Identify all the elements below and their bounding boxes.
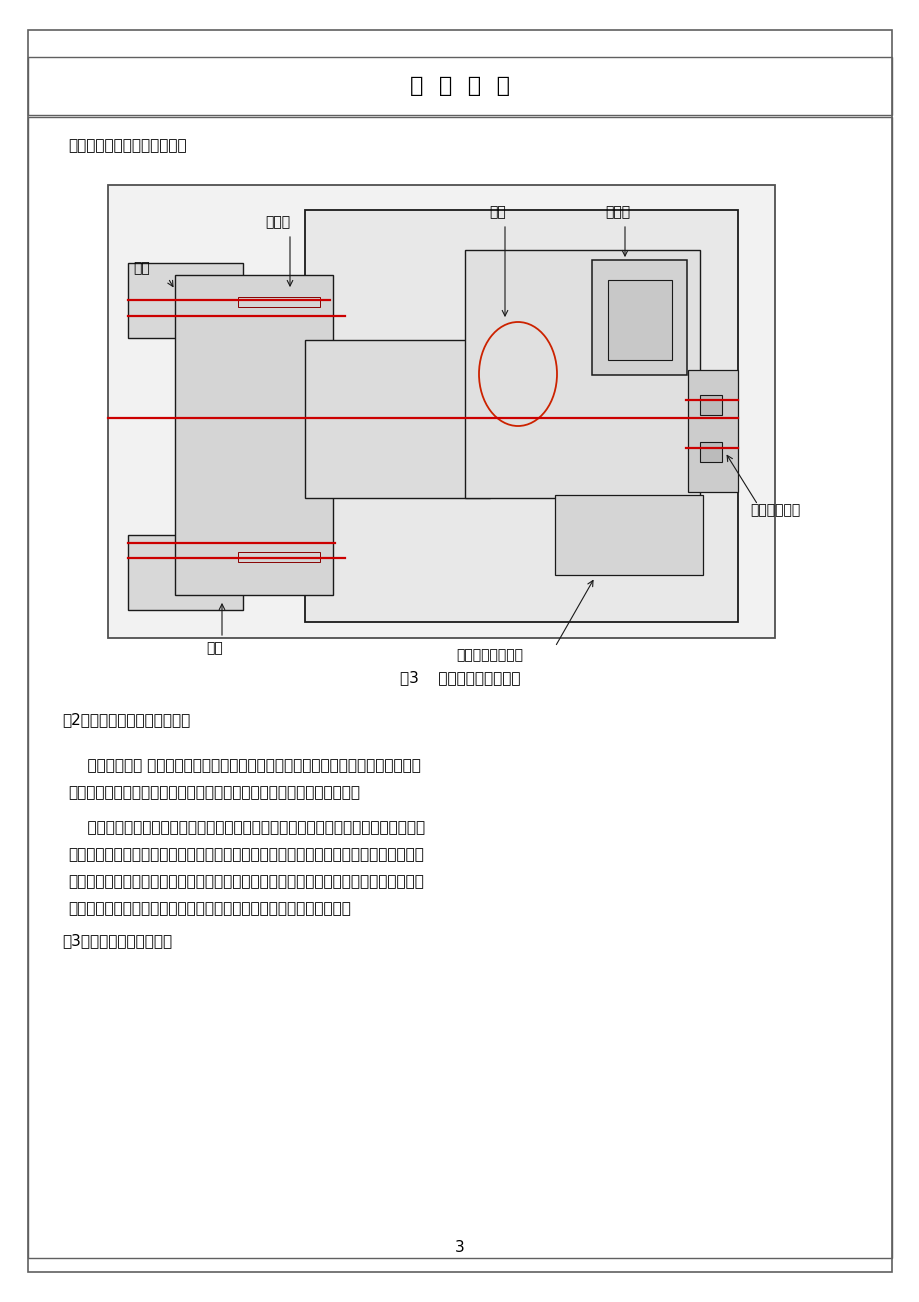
Bar	[305, 340, 490, 497]
Bar	[554, 495, 702, 575]
Bar	[238, 552, 320, 562]
Text: 过活塞将主轴和刀盘拉回，端齿盘啮合，刀盘完成精定位和夹紧动作。: 过活塞将主轴和刀盘拉回，端齿盘啮合，刀盘完成精定位和夹紧动作。	[68, 901, 350, 917]
Text: 图3    液压驱动回转刀架图: 图3 液压驱动回转刀架图	[400, 671, 519, 685]
Bar	[699, 441, 721, 462]
Bar	[128, 263, 243, 339]
Bar	[464, 250, 699, 497]
Text: （3）系统工作程序流程图: （3）系统工作程序流程图	[62, 934, 172, 948]
Text: 蜗轮: 蜗轮	[489, 204, 505, 219]
Bar	[238, 297, 320, 307]
Text: 信号时电机停止运动，蜗轮停止运动，刀架处于预定位置。于此同时液压缸左腔进油，通: 信号时电机停止运动，蜗轮停止运动，刀架处于预定位置。于此同时液压缸左腔进油，通	[68, 874, 424, 889]
Bar	[687, 370, 737, 492]
Bar	[699, 395, 721, 415]
Bar	[128, 535, 243, 611]
Bar	[607, 280, 671, 359]
Text: 下图为液压驱动回转刀架图：: 下图为液压驱动回转刀架图：	[68, 138, 187, 154]
Bar	[28, 57, 891, 115]
Text: 计数行程开关: 计数行程开关	[749, 503, 800, 517]
Text: 主轴: 主轴	[207, 641, 223, 655]
Text: （2）控制部分及液压系统设计: （2）控制部分及液压系统设计	[62, 712, 190, 727]
Bar	[108, 185, 774, 638]
Bar	[28, 117, 891, 1258]
Bar	[175, 275, 333, 595]
Text: 动，蜗杆带动蜗轮旋转使刀盘旋转任意个工位。当刀盘旋转到预定位置时，控制系统发出: 动，蜗杆带动蜗轮旋转使刀盘旋转任意个工位。当刀盘旋转到预定位置时，控制系统发出	[68, 848, 424, 862]
Text: 液压缸: 液压缸	[605, 204, 630, 219]
Text: 其工作过程是 当数控装置发出换刀指令以后，液压油进入液压油缸的右腔，通过活: 其工作过程是 当数控装置发出换刀指令以后，液压油进入液压油缸的右腔，通过活	[68, 758, 420, 773]
Text: 3: 3	[455, 1241, 464, 1255]
Text: 开  题  报  告: 开 题 报 告	[410, 76, 509, 96]
Bar	[305, 210, 737, 622]
Bar	[591, 260, 686, 375]
Text: 塞推动主轴使刀盘左移，使定位端齿盘脱离啮合状态，为转位做好准备。: 塞推动主轴使刀盘左移，使定位端齿盘脱离啮合状态，为转位做好准备。	[68, 785, 359, 799]
Text: 刀架: 刀架	[133, 260, 150, 275]
Text: 端齿盘: 端齿盘	[266, 215, 290, 229]
Text: 啮合状态行程开关: 啮合状态行程开关	[456, 648, 523, 661]
Text: 当齿盘处于完全脱开位置时，啮合状态行程开关发出转位信号，电机开始带着蜗杆转: 当齿盘处于完全脱开位置时，啮合状态行程开关发出转位信号，电机开始带着蜗杆转	[68, 820, 425, 835]
